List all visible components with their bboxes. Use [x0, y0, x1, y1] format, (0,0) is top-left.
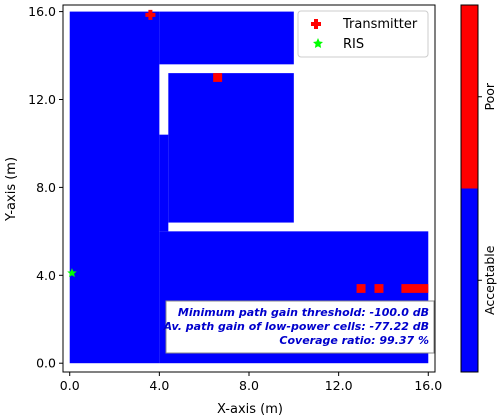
y-tick-label: 12.0 — [28, 92, 56, 107]
colorbar-label-poor: Poor — [482, 82, 497, 110]
legend-label-transmitter: Transmitter — [342, 17, 418, 32]
acceptable-region-0 — [69, 11, 160, 364]
acceptable-region-3 — [168, 73, 294, 223]
x-tick-label: 8.0 — [239, 378, 259, 393]
x-tick-label: 16.0 — [414, 378, 442, 393]
y-axis-ticks: 0.0 4.0 8.0 12.0 16.0 — [28, 4, 63, 371]
legend-label-ris: RIS — [343, 37, 364, 52]
colorbar-segment-acceptable — [461, 188, 478, 372]
x-tick-label: 4.0 — [149, 378, 169, 393]
acceptable-region-2 — [159, 134, 169, 232]
x-tick-label: 12.0 — [325, 378, 353, 393]
coverage-info-box: Minimum path gain threshold: -100.0 dB A… — [163, 300, 435, 354]
y-tick-label: 16.0 — [28, 4, 56, 19]
legend-box — [297, 10, 429, 58]
colorbar-label-acceptable: Acceptable — [482, 245, 497, 315]
colorbar-frame — [460, 4, 479, 373]
legend: Transmitter RIS — [297, 10, 429, 58]
poor-cell-3 — [401, 284, 429, 293]
y-tick-label: 0.0 — [36, 356, 56, 371]
y-tick-label: 4.0 — [36, 268, 56, 283]
info-box-frame — [165, 300, 435, 354]
info-coverage-ratio-text: Coverage ratio: 99.37 % — [279, 334, 429, 347]
y-axis-label: Y-axis (m) — [4, 157, 19, 222]
poor-cell-2 — [374, 284, 384, 293]
x-axis-ticks: 0.0 4.0 8.0 12.0 16.0 — [60, 372, 442, 393]
transmitter-marker — [145, 9, 156, 20]
legend-marker-ris — [313, 38, 323, 48]
info-threshold-text: Minimum path gain threshold: -100.0 dB — [178, 306, 429, 319]
x-tick-label: 0.0 — [60, 378, 80, 393]
coverage-regions — [69, 11, 429, 364]
y-tick-label: 8.0 — [36, 180, 56, 195]
marker-layer — [67, 9, 156, 278]
poor-coverage-cells — [213, 73, 429, 293]
plot-area: 0.0 4.0 8.0 12.0 16.0 0.0 4.0 8.0 12.0 16.0 X-ax… — [4, 4, 442, 417]
ris-marker — [67, 268, 77, 278]
acceptable-region-1 — [159, 11, 294, 65]
legend-marker-transmitter — [311, 19, 321, 29]
poor-cell-1 — [356, 284, 366, 293]
x-axis-label: X-axis (m) — [217, 402, 283, 417]
colorbar-segment-poor — [461, 5, 478, 189]
poor-cell-0 — [213, 73, 223, 82]
colorbar: Acceptable Poor — [460, 4, 497, 373]
info-average-gain-text: Av. path gain of low-power cells: -77.22… — [163, 320, 429, 333]
